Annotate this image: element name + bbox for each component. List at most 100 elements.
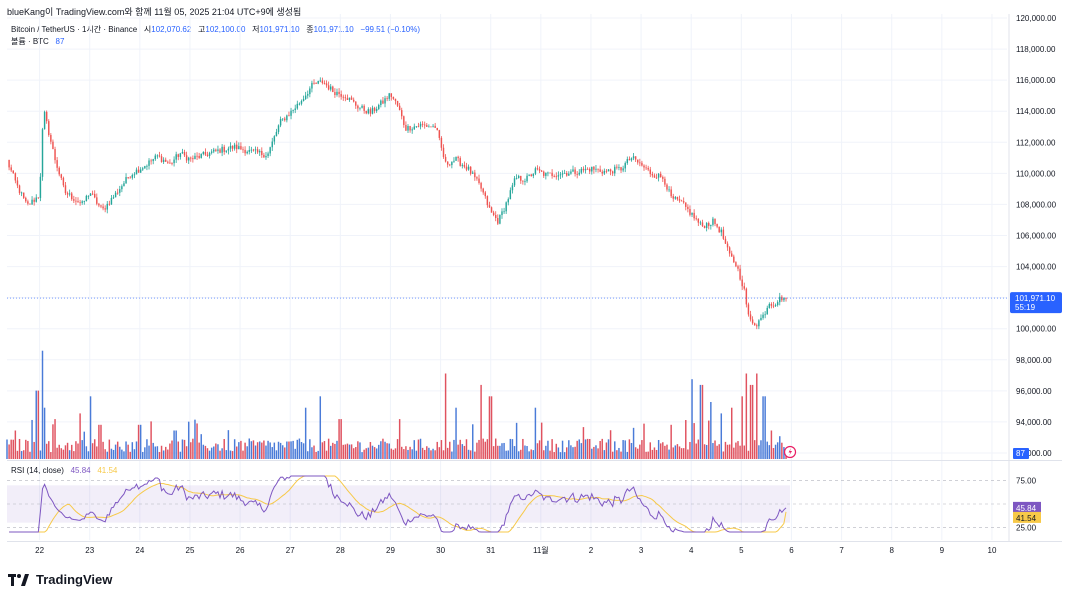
candle <box>181 148 184 154</box>
volume-bar <box>342 444 344 459</box>
candle-body <box>584 168 587 171</box>
candle-body <box>440 137 443 148</box>
volume-bar <box>599 440 601 459</box>
candle <box>659 171 662 178</box>
candle <box>137 166 140 173</box>
volume-bar <box>133 449 136 459</box>
price-tick-label: 112,000.00 <box>1016 138 1056 147</box>
rsi-label[interactable]: RSI (14, close) <box>11 466 64 475</box>
candle-body <box>764 314 766 316</box>
candle-body <box>363 105 365 111</box>
rsi-legend: RSI (14, close) 45.84 41.54 <box>11 466 117 475</box>
volume-bar <box>323 441 326 459</box>
volume-bar <box>749 384 752 459</box>
candle-body <box>682 201 685 203</box>
volume-bar <box>288 441 290 459</box>
tradingview-logo[interactable]: TradingView <box>8 572 112 587</box>
candle <box>127 177 129 180</box>
volume-bar <box>238 442 240 459</box>
candle-body <box>304 95 307 99</box>
volume-bar <box>334 443 336 459</box>
volume-bar <box>578 439 580 459</box>
volume-bar <box>37 390 40 459</box>
candle <box>213 147 215 154</box>
candle <box>89 192 92 196</box>
candle-body <box>357 105 359 109</box>
candle <box>342 94 344 101</box>
candle <box>307 90 309 99</box>
candle-body <box>724 238 727 244</box>
time-tick-label: 10 <box>988 546 997 555</box>
volume-bar <box>350 444 353 459</box>
candle <box>430 126 432 128</box>
volume-bar <box>574 446 576 459</box>
candle <box>269 146 271 157</box>
candle <box>494 211 497 222</box>
volume-bar <box>139 424 142 459</box>
volume-bar <box>653 447 656 459</box>
candle-body <box>687 206 689 210</box>
candle <box>505 201 507 214</box>
volume-bar <box>160 445 163 459</box>
candle-body <box>359 107 361 109</box>
candle <box>392 96 395 100</box>
volume-bar <box>444 373 447 459</box>
candle <box>281 118 284 122</box>
candle-body <box>593 166 595 170</box>
candle-body <box>570 171 572 174</box>
volume-bar <box>674 445 677 459</box>
candle-body <box>271 141 273 148</box>
candle <box>250 146 253 153</box>
candle <box>223 144 225 155</box>
candle <box>12 170 14 174</box>
candle-body <box>465 166 468 170</box>
candle-body <box>507 199 509 203</box>
volume-bar <box>33 441 35 459</box>
time-tick-label: 11월 <box>533 545 549 555</box>
candle-body <box>488 205 491 208</box>
candle-body <box>699 222 702 224</box>
candle <box>169 159 171 164</box>
candle <box>131 173 134 180</box>
volume-bar <box>58 444 60 459</box>
candle <box>146 164 148 171</box>
candle <box>691 212 693 217</box>
symbol-label[interactable]: Bitcoin / TetherUS · 1시간 · Binance <box>11 25 138 34</box>
candle <box>292 109 294 114</box>
volume-bar <box>632 427 635 459</box>
candle-body <box>634 156 637 160</box>
volume-bar <box>703 444 706 459</box>
volume-bar <box>595 445 597 459</box>
candle <box>162 157 165 164</box>
candle <box>444 154 447 163</box>
volume-label[interactable]: 볼륨 · BTC <box>11 37 49 46</box>
candle-body <box>657 173 660 178</box>
candle-body <box>730 253 733 257</box>
candle <box>634 156 637 162</box>
candle-body <box>100 205 102 207</box>
candle-body <box>415 126 418 128</box>
volume-bar <box>363 449 365 459</box>
time-tick-label: 8 <box>889 546 894 555</box>
volume-bar <box>664 445 666 459</box>
candle <box>499 214 501 225</box>
price-tick-label: 106,000.00 <box>1016 232 1057 241</box>
volume-bar <box>720 413 723 459</box>
volume-bar <box>751 384 754 459</box>
candle-body <box>505 202 507 212</box>
volume-bar <box>167 449 169 459</box>
candle-body <box>655 177 658 179</box>
volume-bar <box>547 440 549 459</box>
candle-body <box>171 162 173 164</box>
candle <box>438 129 441 141</box>
volume-bar <box>39 450 42 459</box>
candle-body <box>722 229 725 239</box>
candle-body <box>250 149 253 151</box>
candle <box>325 80 328 88</box>
candle-body <box>210 151 213 153</box>
candle <box>442 144 445 159</box>
volume-bar <box>29 451 31 459</box>
candle-body <box>258 150 261 153</box>
volume-bar <box>783 447 785 459</box>
